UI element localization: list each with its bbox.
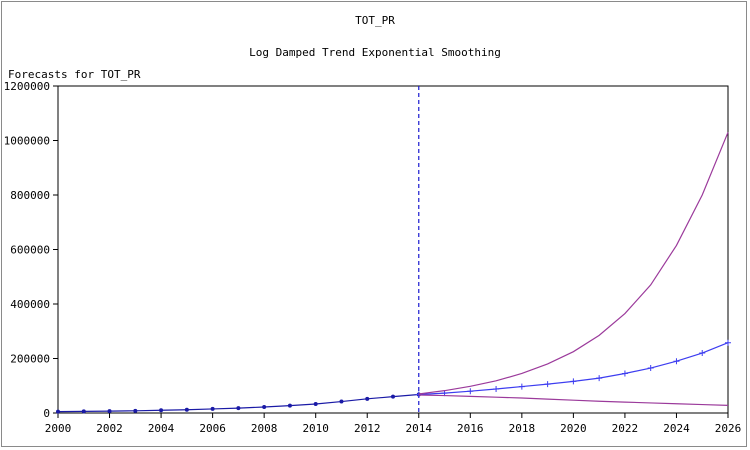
y-tick-label: 0 (43, 407, 50, 420)
actual-point (365, 396, 370, 401)
actual-point (391, 394, 395, 399)
actual-point (313, 402, 318, 407)
actual-point (210, 406, 215, 411)
x-tick-label: 2000 (45, 422, 72, 435)
forecast-point (544, 381, 551, 388)
chart-subtitle: Log Damped Trend Exponential Smoothing (249, 46, 501, 59)
x-tick-label: 2008 (251, 422, 278, 435)
chart-title: TOT_PR (355, 14, 395, 27)
actual-point (159, 408, 164, 413)
forecast-point (570, 378, 577, 385)
actual-point (184, 407, 189, 412)
x-tick-label: 2014 (406, 422, 433, 435)
x-tick-label: 2024 (663, 422, 690, 435)
x-tick-label: 2004 (148, 422, 175, 435)
x-tick-label: 2022 (612, 422, 639, 435)
actual-point (339, 399, 344, 404)
actual-point (236, 406, 241, 411)
actual-point (262, 405, 267, 410)
forecast-point (518, 383, 525, 390)
y-tick-label: 200000 (10, 353, 50, 366)
plot-area (57, 85, 729, 414)
actual-point (133, 408, 138, 413)
forecast-point (699, 350, 706, 357)
actual-point (287, 403, 292, 408)
y-tick-label: 800000 (10, 189, 50, 202)
forecast-point (493, 386, 500, 393)
forecast-point (467, 388, 474, 395)
forecast-point (673, 358, 680, 365)
forecast-point (725, 339, 731, 346)
actual-point (107, 409, 112, 414)
forecast-point (621, 370, 628, 377)
y-tick-label: 400000 (10, 298, 50, 311)
forecast-point (596, 375, 603, 382)
x-tick-label: 2006 (199, 422, 226, 435)
actual-point (81, 409, 86, 414)
x-tick-label: 2016 (457, 422, 484, 435)
forecast-point (647, 365, 654, 372)
actual-point (56, 409, 60, 414)
y-tick-label: 1000000 (4, 135, 50, 148)
x-tick-label: 2026 (715, 422, 742, 435)
x-tick-label: 2020 (560, 422, 587, 435)
x-tick-label: 2002 (96, 422, 123, 435)
y-tick-label: 1200000 (4, 80, 50, 93)
x-tick-label: 2010 (302, 422, 329, 435)
y-tick-label: 600000 (10, 244, 50, 257)
series-line-upper (418, 132, 729, 395)
y-axis-label: Forecasts for TOT_PR (8, 68, 141, 81)
x-tick-label: 2012 (354, 422, 381, 435)
series-line-lower (418, 394, 729, 406)
x-tick-label: 2018 (509, 422, 536, 435)
